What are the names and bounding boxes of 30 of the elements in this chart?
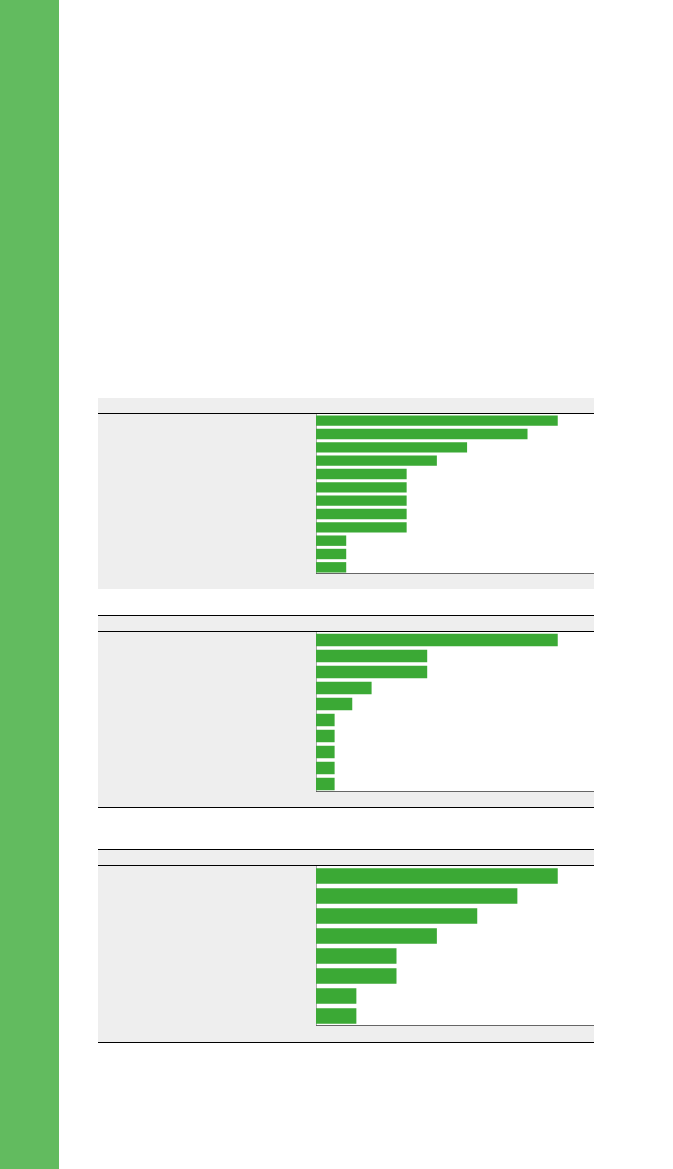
bar: [316, 428, 528, 440]
bar: [316, 729, 335, 743]
bar: [316, 968, 397, 984]
bar: [316, 1008, 357, 1024]
bar: [316, 888, 518, 904]
bar: [316, 468, 407, 480]
bar: [316, 908, 478, 924]
bar: [316, 665, 428, 679]
bar: [316, 745, 335, 759]
bar: [316, 442, 468, 453]
bar: [316, 562, 347, 573]
bar: [316, 713, 335, 727]
bar: [316, 649, 428, 663]
bar: [316, 633, 558, 647]
bar: [316, 535, 347, 546]
bar: [316, 777, 335, 791]
bar: [316, 482, 407, 493]
bar: [316, 761, 335, 775]
bar: [316, 868, 558, 884]
bar: [316, 928, 437, 944]
bar: [316, 508, 407, 520]
bar: [316, 522, 407, 533]
bar: [316, 988, 357, 1004]
bar: [316, 681, 372, 695]
bar: [316, 495, 407, 506]
bar: [316, 948, 397, 964]
bar: [316, 415, 558, 426]
bar: [316, 455, 437, 466]
bar: [316, 697, 353, 711]
bar: [316, 548, 347, 560]
